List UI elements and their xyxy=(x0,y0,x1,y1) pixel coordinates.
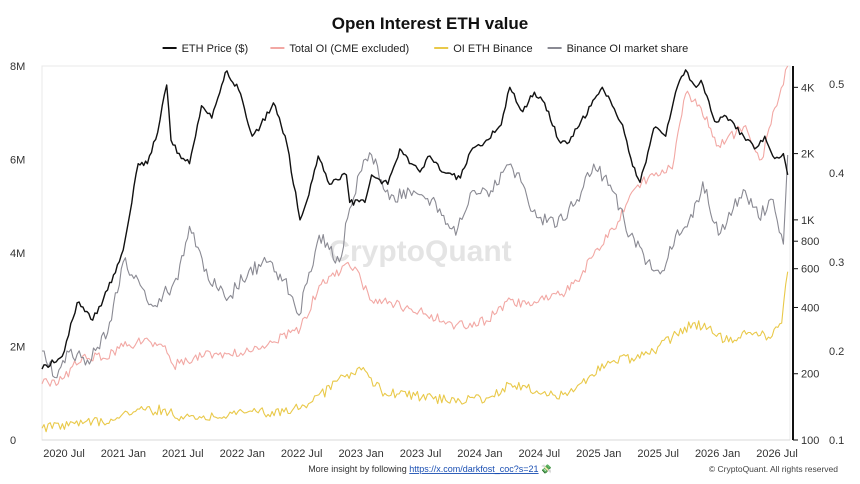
left-tick-label: 8M xyxy=(10,61,25,73)
x-tick-label: 2021 Jul xyxy=(162,448,204,460)
x-tick-label: 2026 Jul xyxy=(756,448,798,460)
footer-text: More insight by following https://x.com/… xyxy=(308,464,552,474)
left-tick-label: 2M xyxy=(10,342,25,354)
legend-label: ETH Price ($) xyxy=(182,43,249,55)
x-tick-label: 2022 Jan xyxy=(220,448,265,460)
copyright-text: © CryptoQuant. All rights reserved xyxy=(709,464,838,474)
x-tick-label: 2020 Jul xyxy=(43,448,85,460)
series-line-eth-price xyxy=(41,69,789,370)
series-line-oi-eth-binance xyxy=(41,271,789,433)
share-tick-label: 0.5 xyxy=(829,79,844,91)
x-tick-label: 2024 Jan xyxy=(457,448,502,460)
price-tick-label: 1K xyxy=(801,215,815,227)
price-tick-label: 200 xyxy=(801,369,819,381)
x-tick-label: 2026 Jan xyxy=(695,448,740,460)
price-tick-label: 100 xyxy=(801,435,819,447)
footer-link[interactable]: https://x.com/darkfost_coc?s=21 xyxy=(409,464,538,474)
x-tick-label: 2024 Jul xyxy=(519,448,561,460)
x-tick-label: 2022 Jul xyxy=(281,448,323,460)
left-axis-ticks: 0 2M 4M 6M 8M xyxy=(10,61,25,447)
series-layer xyxy=(41,65,789,433)
x-tick-label: 2023 Jan xyxy=(338,448,383,460)
x-tick-label: 2023 Jul xyxy=(400,448,442,460)
x-tick-label: 2025 Jan xyxy=(576,448,621,460)
legend-item-binance-oi-market-share[interactable]: Binance OI market share xyxy=(547,43,689,55)
legend-item-total-oi-cme-excluded[interactable]: Total OI (CME excluded) xyxy=(270,43,409,55)
share-tick-label: 0.1 xyxy=(829,435,844,447)
x-axis-ticks: 2020 Jul 2021 Jan 2021 Jul 2022 Jan 2022 Jul… xyxy=(43,448,798,460)
legend-item-oi-eth-binance[interactable]: OI ETH Binance xyxy=(434,43,533,55)
legend-label: Total OI (CME excluded) xyxy=(289,43,409,55)
x-tick-label: 2025 Jul xyxy=(637,448,679,460)
series-line-total-oi-cme-excluded xyxy=(41,65,789,387)
price-tick-label: 800 xyxy=(801,236,819,248)
footer-label: More insight by following xyxy=(308,464,409,474)
watermark-text: CryptoQuant xyxy=(328,235,511,268)
series-line-binance-oi-market-share xyxy=(42,152,789,379)
price-tick-label: 4K xyxy=(801,82,815,94)
legend: ETH Price ($) Total OI (CME excluded) OI E… xyxy=(162,43,689,55)
left-tick-label: 6M xyxy=(10,155,25,167)
share-axis-ticks: 0.1 0.2 0.3 0.4 0.5 xyxy=(829,79,844,447)
chart-title: Open Interest ETH value xyxy=(332,14,529,33)
legend-label: Binance OI market share xyxy=(567,43,689,55)
legend-item-eth-price[interactable]: ETH Price ($) xyxy=(162,43,249,55)
share-tick-label: 0.3 xyxy=(829,257,844,269)
left-tick-label: 0 xyxy=(10,435,16,447)
price-tick-label: 400 xyxy=(801,302,819,314)
legend-label: OI ETH Binance xyxy=(453,43,532,55)
x-tick-label: 2021 Jan xyxy=(101,448,146,460)
share-tick-label: 0.4 xyxy=(829,168,844,180)
left-tick-label: 4M xyxy=(10,248,25,260)
share-tick-label: 0.2 xyxy=(829,346,844,358)
money-emoji-icon: 💸 xyxy=(541,464,552,474)
price-tick-label: 600 xyxy=(801,264,819,276)
price-axis-ticks: 100 200 400 600 800 1K 2K 4K xyxy=(793,82,819,447)
price-tick-label: 2K xyxy=(801,149,815,161)
